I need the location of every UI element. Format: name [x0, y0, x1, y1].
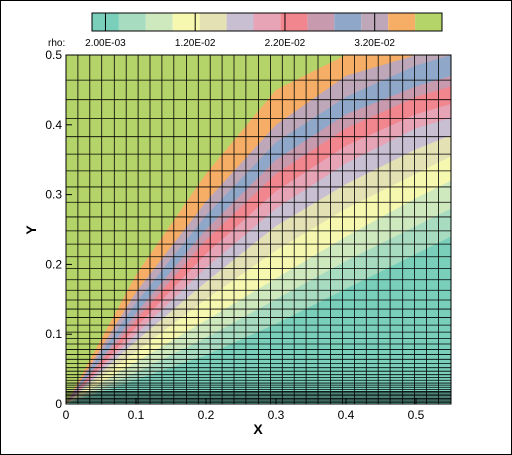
colorbar-swatch-6: [253, 13, 281, 31]
colorbar-swatch-1: [118, 13, 146, 31]
colorbar-swatch-9: [334, 13, 362, 31]
colorbar-swatch-11: [388, 13, 416, 31]
colorbar-tick-label: 3.20E-02: [354, 38, 395, 49]
y-axis-label: Y: [23, 225, 39, 235]
colorbar-swatch-4: [199, 13, 227, 31]
colorbar-swatch-7: [280, 13, 308, 31]
y-tick-label: 0.3: [45, 188, 62, 202]
y-tick-label: 0.2: [45, 257, 62, 271]
y-axis-ticks: 0 0.1 0.2 0.3 0.4 0.5: [45, 48, 72, 411]
colorbar-swatch-2: [145, 13, 173, 31]
colorbar-variable-label: rho:: [48, 38, 65, 49]
colorbar-border: [91, 12, 443, 32]
y-tick-label: 0.4: [45, 118, 62, 132]
y-tick-label: 0.1: [45, 327, 62, 341]
colorbar-swatch-5: [226, 13, 254, 31]
x-axis-label: X: [253, 421, 263, 437]
y-tick-label: 0.5: [45, 48, 62, 62]
colorbar-tick-label: 2.00E-03: [85, 38, 126, 49]
x-tick-label: 0.4: [338, 408, 355, 422]
colorbar-swatch-12: [415, 13, 442, 31]
colorbar-tick-labels: 2.00E-03 1.20E-02 2.20E-02 3.20E-02: [85, 13, 395, 49]
colorbar-tick-label: 2.20E-02: [265, 38, 306, 49]
colorbar-swatch-3: [172, 13, 200, 31]
plot-border: [65, 54, 452, 405]
mesh-grid: [66, 55, 451, 404]
x-axis-ticks: 0 0.1 0.2 0.3 0.4 0.5: [63, 398, 425, 422]
x-tick-label: 0.1: [128, 408, 145, 422]
colorbar-swatch-8: [307, 13, 335, 31]
x-tick-label: 0.2: [198, 408, 215, 422]
x-tick-label: 0.3: [268, 408, 285, 422]
colorbar-tick-label: 1.20E-02: [175, 38, 216, 49]
x-tick-label: 0.5: [408, 408, 425, 422]
colorbar: [91, 12, 443, 32]
x-tick-label: 0: [63, 408, 70, 422]
y-tick-label: 0: [55, 397, 62, 411]
